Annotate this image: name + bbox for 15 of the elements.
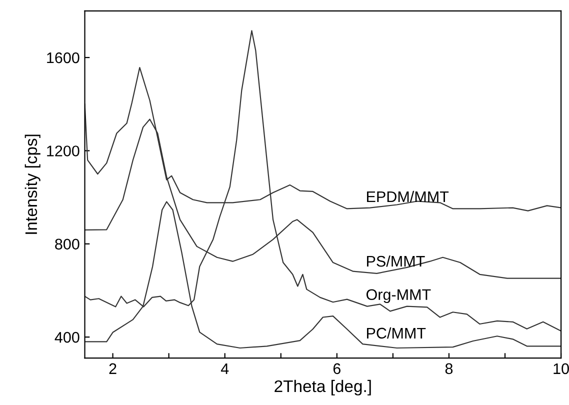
series-label: Org-MMT (366, 289, 431, 304)
series-label: PC/MMT (367, 327, 426, 339)
x-tick-label: 8 (445, 363, 453, 374)
x-axis-title: 2Theta [deg.] (274, 380, 371, 396)
y-tick-label: 1600 (47, 52, 80, 64)
y-tick-label: 800 (55, 238, 80, 250)
y-axis-title: Intensity [cps] (24, 134, 40, 234)
series-label: PS/MMT (367, 255, 425, 267)
y-tick-label: 1200 (47, 146, 80, 156)
series-label: EPDM/MMT (367, 190, 449, 202)
y-tick-label: 400 (54, 332, 80, 343)
x-tick-label: 4 (220, 363, 229, 374)
x-tick-label: 10 (554, 363, 569, 374)
x-tick-label: 6 (333, 363, 340, 374)
x-tick-label: 2 (109, 363, 116, 374)
